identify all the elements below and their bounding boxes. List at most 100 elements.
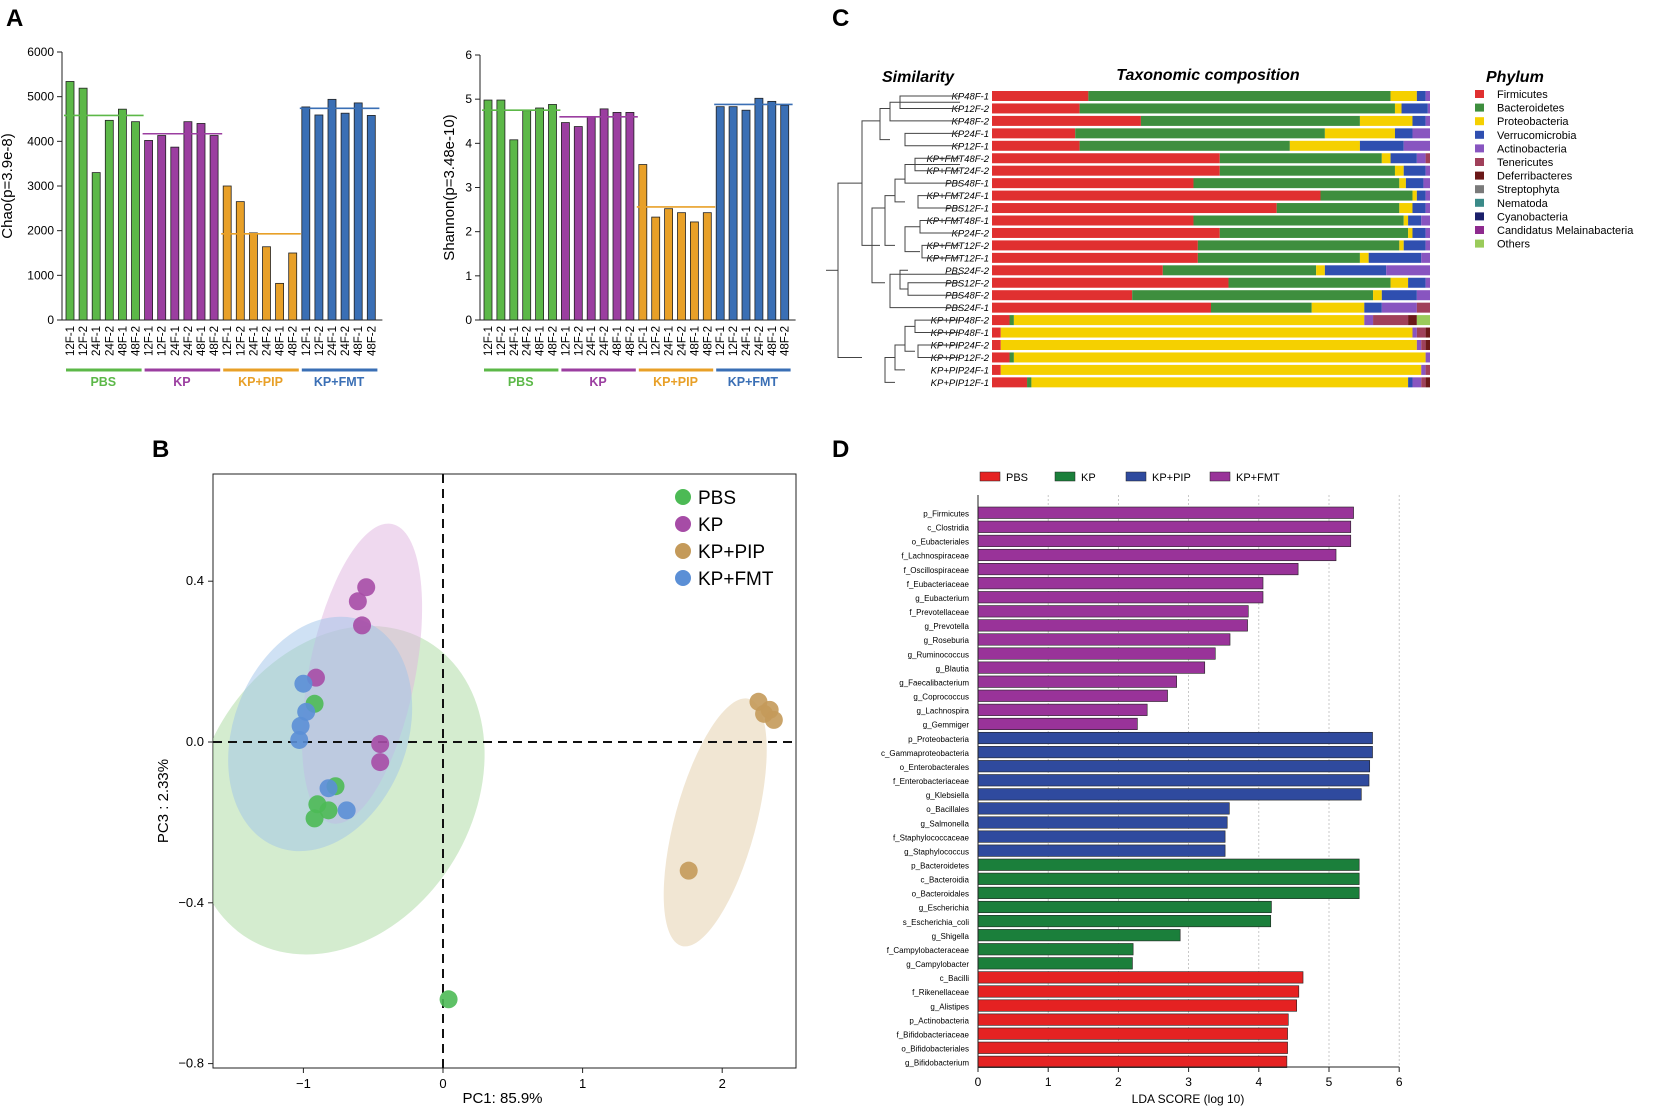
composition-segment	[992, 140, 1080, 151]
lda-bar	[977, 619, 1248, 632]
composition-segment	[1197, 240, 1400, 251]
lda-bar	[977, 717, 1138, 731]
group-label: KP+PIP	[653, 375, 698, 389]
legend-label: Others	[1497, 239, 1531, 251]
bar	[301, 106, 311, 321]
x-tick-label: 0	[439, 1076, 446, 1091]
scatter-point	[294, 674, 313, 693]
taxon-label: f_Eubacteriaceae	[907, 580, 970, 589]
composition-segment	[1425, 327, 1430, 338]
legend-label: Nematoda	[1497, 198, 1549, 210]
panel-label-c: C	[832, 5, 849, 32]
composition-segment	[1368, 252, 1422, 263]
taxon-label: o_Bacteroidales	[912, 890, 969, 899]
composition-segment	[1425, 340, 1430, 350]
composition-segment	[1416, 315, 1430, 326]
composition-segment	[1421, 364, 1426, 375]
x-tick-label: 24F-1	[327, 326, 339, 356]
legend-marker	[675, 489, 691, 505]
composition-segment	[1416, 340, 1422, 350]
legend-swatch	[979, 471, 1001, 482]
sample-label: PBS12F-2	[945, 278, 990, 289]
composition-segment	[1000, 364, 1422, 375]
composition-segment	[1219, 165, 1395, 176]
scatter-point	[319, 779, 338, 798]
taxon-label: g_Blautia	[936, 664, 970, 673]
x-tick-label: 12F-1	[715, 326, 727, 356]
composition-segment	[992, 203, 1277, 214]
composition-segment	[1219, 153, 1382, 164]
legend-label: KP	[1081, 472, 1096, 484]
x-tick-label: 48F-2	[702, 326, 714, 356]
lda-bar	[977, 971, 1304, 984]
y-tick-label: −0.4	[178, 895, 204, 910]
composition-segment	[1193, 178, 1400, 189]
composition-segment	[1408, 277, 1426, 288]
bar	[728, 106, 738, 321]
lda-bar	[977, 886, 1360, 899]
composition-segment	[1423, 178, 1430, 189]
lda-bar	[977, 816, 1228, 829]
composition-segment	[1412, 115, 1426, 126]
x-tick-label: 24F-2	[754, 326, 766, 356]
composition-segment	[1000, 340, 1417, 350]
dendrogram-branch	[884, 356, 895, 383]
x-tick-label: 6	[1396, 1075, 1403, 1089]
composition-segment	[1408, 377, 1413, 388]
composition-segment	[992, 153, 1220, 164]
composition-segment	[1276, 203, 1400, 214]
composition-segment	[1399, 203, 1413, 214]
composition-segment	[992, 277, 1229, 288]
lda-bar	[977, 731, 1373, 745]
composition-segment	[992, 227, 1220, 238]
bar	[327, 98, 337, 321]
group-label: KP+FMT	[314, 375, 365, 389]
lda-bar	[977, 1055, 1288, 1068]
composition-segment	[1228, 277, 1391, 288]
dendrogram-branch	[917, 195, 960, 209]
dendrogram-branch	[879, 107, 890, 141]
bar	[509, 139, 519, 321]
bar	[91, 172, 101, 321]
sample-label: KP+FMT12F-2	[926, 241, 989, 252]
bar	[183, 121, 193, 321]
x-tick-label: 24F-2	[262, 326, 274, 356]
taxon-label: p_Actinobacteria	[909, 1016, 969, 1025]
legend-label: Verrucomicrobia	[1497, 130, 1577, 142]
composition-segment	[1364, 315, 1374, 326]
composition-segment	[992, 165, 1220, 176]
bar	[664, 208, 673, 321]
confidence-ellipse	[228, 616, 413, 852]
y-axis-label: PC3 : 2.33%	[155, 759, 172, 843]
y-tick-label: 0.0	[186, 734, 204, 749]
sample-label: PBS48F-2	[945, 291, 990, 302]
composition-segment	[1211, 302, 1312, 313]
composition-segment	[1427, 103, 1430, 114]
plot-area	[213, 474, 796, 1068]
lda-bar	[977, 703, 1148, 716]
x-tick-label: 12F-2	[728, 326, 740, 356]
taxon-label: c_Bacilli	[940, 974, 970, 983]
composition-segment	[992, 327, 1001, 338]
composition-segment	[1425, 190, 1430, 201]
x-tick-label: 24F-1	[91, 326, 103, 356]
composition-segment	[1386, 265, 1430, 276]
composition-segment	[1324, 265, 1387, 276]
legend-label: KP+PIP	[1152, 472, 1191, 484]
sample-label: KP12F-1	[952, 141, 990, 152]
composition-segment	[992, 215, 1194, 226]
bar	[677, 212, 686, 321]
dendrogram-branch	[837, 182, 862, 358]
x-tick-label: 5	[1326, 1075, 1333, 1089]
x-tick-label: 48F-1	[117, 326, 129, 356]
y-tick-label: 4	[465, 136, 472, 150]
legend-swatch	[1475, 226, 1484, 234]
x-tick-label: 48F-1	[689, 326, 701, 356]
bar	[690, 221, 699, 321]
y-tick-label: 2	[465, 225, 472, 239]
x-tick-label: 48F-2	[625, 326, 637, 356]
composition-segment	[1381, 302, 1417, 313]
composition-segment	[1390, 153, 1417, 164]
legend-swatch	[1475, 239, 1484, 248]
